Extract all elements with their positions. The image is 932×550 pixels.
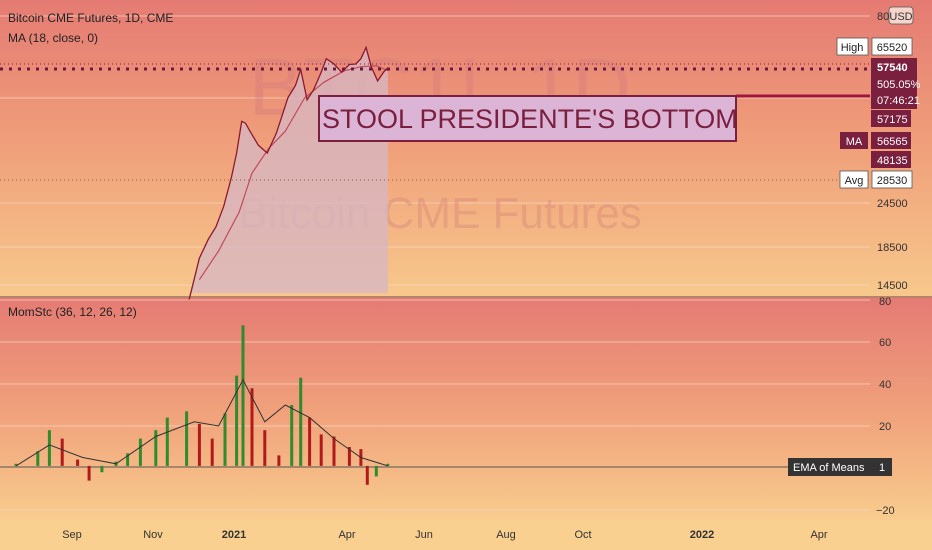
indicator-tick: −20 [876,505,895,517]
price-tick: 18500 [877,242,908,254]
ma-value: 56565 [877,136,908,148]
currency-label: USD [889,11,912,23]
ma-value-label: MA 56565 [840,132,911,149]
time-label: Sep [62,529,82,541]
ma-line [198,65,389,281]
high-tag: High [841,42,864,54]
time-label: Apr [338,529,355,541]
annotation-callout[interactable]: STOOL PRESIDENTE'S BOTTOM [318,95,738,142]
time-label: Oct [574,529,591,541]
momentum-bars [14,325,390,485]
time-axis[interactable]: Sep Nov 2021 Apr Jun Aug Oct 2022 Apr [62,529,828,541]
ema-of-means-label: EMA of Means 1 [788,458,892,476]
indicator-pane-background [0,298,932,520]
svg-text:57175: 57175 [877,114,908,126]
indicator-series [0,325,870,485]
time-label: Aug [496,529,516,541]
last-change: 505.05% [877,79,921,91]
indicator-tick: 80 [879,296,891,308]
indicator-axis[interactable]: 80 60 40 20 −20 EMA of Means 1 [788,296,895,517]
time-label: 2022 [690,529,714,541]
high-value: 65520 [877,42,908,54]
chart-legend: Bitcoin CME Futures, 1D, CME MA (18, clo… [8,11,173,45]
svg-text:48135: 48135 [877,155,908,167]
avg-value: 28530 [877,175,908,187]
annotation-box[interactable] [318,95,737,142]
indicator-tick: 20 [879,421,891,433]
last-price: 57540 [877,62,908,74]
avg-label: Avg 28530 [839,170,913,189]
bar-countdown: 07:46:21 [877,95,920,107]
ma-legend[interactable]: MA (18, close, 0) [8,31,98,45]
indicator-gridlines [0,299,870,511]
ema-tag: EMA of Means [793,462,865,474]
price-axis[interactable]: 80000 USD High 65520 57540 505.05% 07:46… [836,6,921,292]
ma-tag: MA [846,136,863,148]
time-label: Nov [143,529,163,541]
symbol-title[interactable]: Bitcoin CME Futures, 1D, CME [8,11,173,25]
time-label: Jun [415,529,433,541]
indicator-tick: 40 [879,379,891,391]
high-label: High 65520 [836,37,913,56]
price-tick: 14500 [877,280,908,292]
level-57175-label: 57175 [871,110,911,127]
price-tick: 24500 [877,198,908,210]
level-48135-label: 48135 [871,151,911,168]
indicator-tick: 60 [879,337,891,349]
price-line [188,45,389,300]
time-label: 2021 [222,529,246,541]
annotation-text: STOOL PRESIDENTE'S BOTTOM [322,104,738,134]
avg-tag: Avg [845,175,864,187]
indicator-title[interactable]: MomStc (36, 12, 26, 12) [8,305,137,319]
momentum-mean-line [15,378,389,467]
time-axis-background [0,520,932,550]
currency-badge[interactable]: USD [888,6,914,25]
last-price-label: 57540 505.05% 07:46:21 [871,58,921,109]
ema-value: 1 [879,462,885,474]
time-label: Apr [810,529,827,541]
